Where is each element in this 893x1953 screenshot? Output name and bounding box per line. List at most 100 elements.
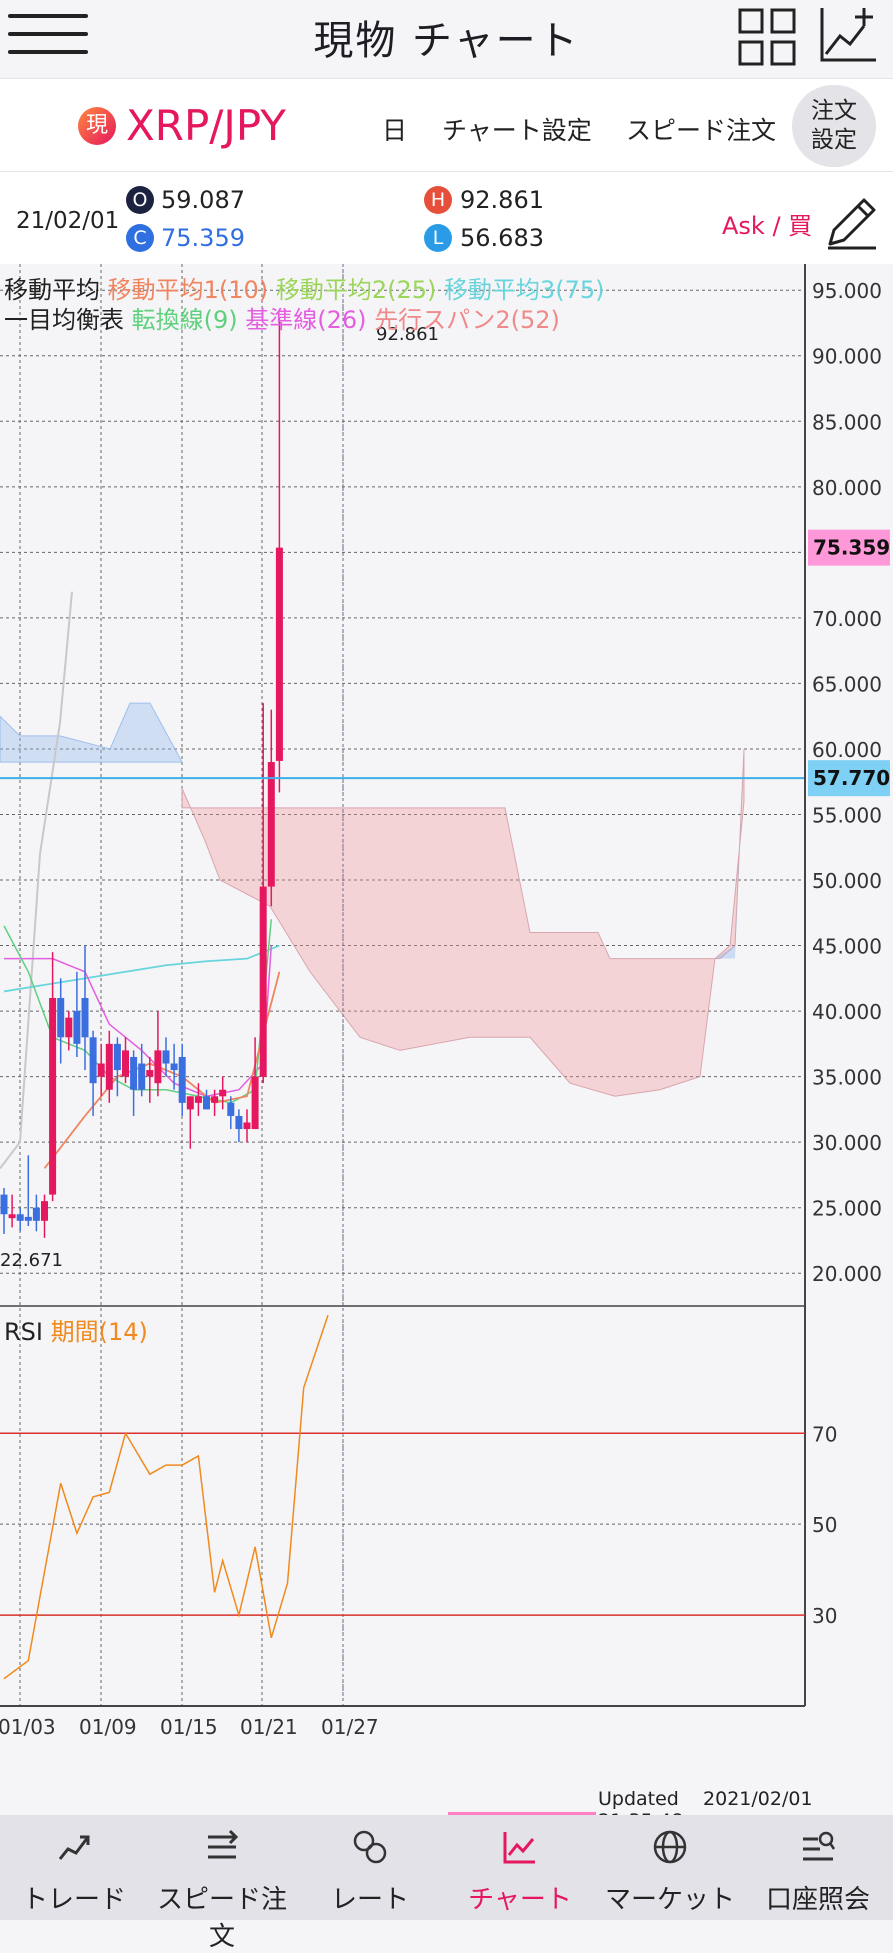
nav-speed-order[interactable]: スピード注文 (148, 1815, 296, 1952)
price-tick-label: 90.000 (812, 345, 882, 369)
candle-body-down (57, 997, 65, 1038)
nav-chart[interactable]: チャート (446, 1815, 594, 1920)
candle-date: 21/02/01 (16, 208, 120, 234)
rsi-period-legend: 期間(14) (50, 1318, 148, 1346)
high-annotation: 92.861 (376, 324, 439, 345)
nav-market[interactable]: マーケット (596, 1815, 744, 1920)
candle-body-down (32, 1207, 40, 1221)
tenkan-legend: 転換線(9) (131, 306, 238, 334)
candle-body-up (122, 1050, 129, 1077)
candle-body-down (89, 1037, 97, 1084)
price-tick-label: 85.000 (812, 410, 882, 434)
candle-body-up (275, 547, 283, 761)
time-tick-label: 01/15 (160, 1715, 218, 1739)
chart-add-icon[interactable] (818, 4, 878, 66)
ichimoku-legend: 一目均衡表 転換線(9) 基準線(26) 先行スパン2(52) (4, 300, 560, 335)
order-settings-line2: 設定 (811, 127, 857, 153)
close-value: 75.359 (161, 224, 245, 252)
price-tick-label: 80.000 (812, 476, 882, 500)
hamburger-icon[interactable] (8, 14, 88, 56)
price-tick-label: 35.000 (812, 1066, 882, 1090)
rsi-level-label: 30 (812, 1604, 837, 1628)
candle-body-up (267, 762, 275, 887)
candle-body-up (41, 1201, 48, 1221)
account-icon (803, 1831, 836, 1861)
candle-body-down (113, 1043, 121, 1071)
price-chart[interactable]: 95.00090.00085.00080.00075.00070.00065.0… (0, 264, 893, 1754)
ichimoku-legend-title: 一目均衡表 (4, 306, 124, 334)
price-tick-label: 60.000 (812, 738, 882, 762)
rsi-level-label: 70 (812, 1422, 837, 1446)
candle-body-down (227, 1102, 235, 1116)
spot-badge: 現 (78, 107, 116, 145)
currency-pair[interactable]: XRP/JPY (126, 101, 286, 150)
nav-trade[interactable]: トレード (0, 1815, 148, 1920)
crosshair-price-label: 57.770 (813, 766, 890, 790)
candle-body-down (178, 1056, 186, 1103)
candle-body-down (0, 1194, 8, 1215)
nav-rate-label: レート (330, 1885, 409, 1915)
candle-body-down (130, 1056, 138, 1090)
time-tick-label: 01/27 (321, 1715, 379, 1739)
order-settings-button[interactable]: 注文 設定 (792, 85, 876, 167)
candle-body-up (65, 1017, 73, 1038)
kijun-legend: 基準線(26) (245, 306, 367, 334)
low-annotation: 22.671 (0, 1250, 63, 1271)
candle-body-up (219, 1089, 227, 1097)
price-tick-label: 30.000 (812, 1131, 882, 1155)
grid-layout-icon[interactable] (738, 8, 796, 66)
candle-body-down (138, 1063, 146, 1090)
price-tick-label: 40.000 (812, 1000, 882, 1024)
ma-legend: 移動平均 移動平均1(10) 移動平均2(25) 移動平均3(75) (4, 270, 605, 305)
candle-body-up (105, 1043, 113, 1090)
nav-account[interactable]: 口座照会 (744, 1815, 892, 1920)
ma2-legend: 移動平均2(25) (275, 276, 437, 304)
open-badge: O (126, 186, 154, 214)
chart-area[interactable]: 95.00090.00085.00080.00075.00070.00065.0… (0, 264, 893, 1754)
close-badge: C (126, 224, 154, 252)
price-tick-label: 65.000 (812, 672, 882, 696)
current-price-box (808, 529, 890, 566)
open-value: 59.087 (161, 186, 245, 214)
active-tab-indicator (448, 1812, 596, 1817)
senkou2-legend: 先行スパン2(52) (374, 306, 560, 334)
ma3-line (3, 944, 280, 993)
candle-body-up (243, 1122, 251, 1130)
current-price-label: 75.359 (813, 536, 890, 560)
candle-body-down (24, 1216, 32, 1221)
time-tick-label: 01/09 (79, 1715, 137, 1739)
price-tick-label: 95.000 (812, 279, 882, 303)
low-badge: L (424, 224, 452, 252)
nav-chart-label: チャート (468, 1885, 572, 1915)
high-badge: H (424, 186, 452, 214)
candle-body-up (251, 1076, 259, 1130)
bottom-nav: トレード スピード注文 レート チャート マーケット (0, 1815, 893, 1952)
candle-body-up (154, 1050, 162, 1084)
candle-body-down (203, 1096, 210, 1110)
time-tick-label: 01/03 (0, 1715, 56, 1739)
candle-body-down (16, 1214, 24, 1221)
timeframe-button[interactable]: 日 (382, 116, 408, 145)
ask-bid-label[interactable]: Ask / 買 (722, 212, 813, 240)
nav-rate[interactable]: レート (296, 1815, 444, 1920)
order-settings-line1: 注文 (811, 98, 857, 124)
candle-body-up (186, 1096, 194, 1110)
nav-trade-label: トレード (21, 1885, 126, 1915)
pen-icon[interactable] (824, 194, 880, 250)
page-title: 現物 チャート (313, 18, 580, 64)
candle-body-up (8, 1214, 16, 1219)
low-value: 56.683 (460, 224, 544, 252)
updated-label: Updated (598, 1788, 679, 1810)
price-tick-label: 70.000 (812, 607, 882, 631)
ohlc-panel: 21/02/01 O 59.087 C 75.359 H 92.861 L 56… (0, 172, 893, 264)
candle-body-up (259, 886, 267, 1077)
chart-settings-button[interactable]: チャート設定 (442, 116, 592, 145)
candle-body-up (211, 1096, 219, 1103)
trade-icon (58, 1835, 90, 1860)
pair-bar: 現 XRP/JPY 日 チャート設定 スピード注文 注文 設定 (0, 78, 893, 172)
speed-order-icon (208, 1829, 239, 1859)
crosshair-price-box (808, 760, 890, 797)
price-tick-label: 25.000 (812, 1197, 882, 1221)
speed-order-button[interactable]: スピード注文 (626, 116, 777, 145)
candle-body-down (73, 1011, 81, 1044)
